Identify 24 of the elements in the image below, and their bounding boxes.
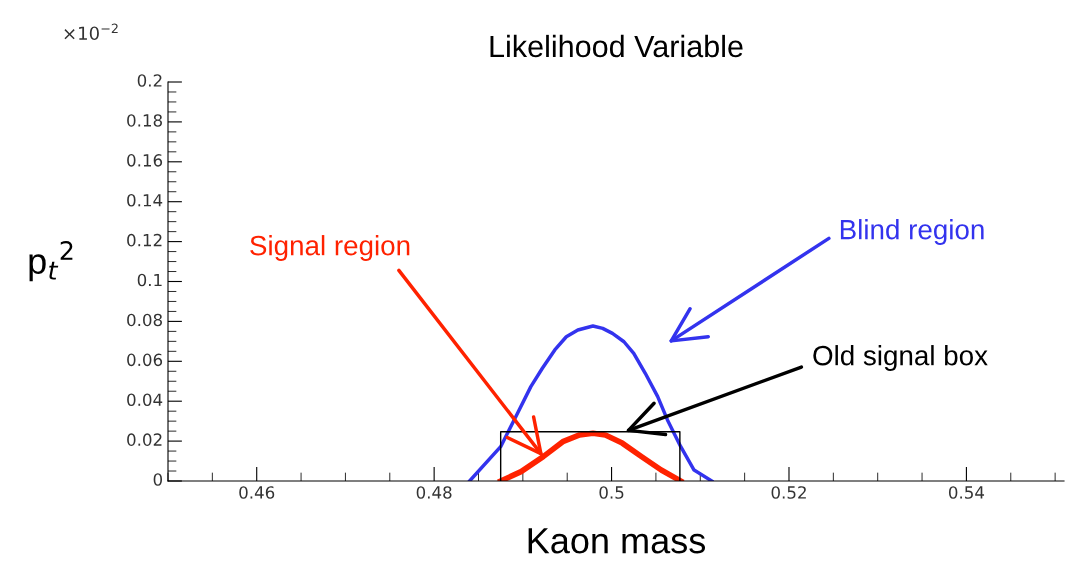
annotation: Signal region: [250, 235, 410, 261]
y-tick-label: 0.04: [127, 393, 163, 407]
x-tick-label: 0.48: [416, 486, 452, 499]
y-tick-label: 0.2: [137, 74, 162, 87]
x-tick-label: 0.52: [771, 486, 806, 499]
y-axis-title: p$_{t}$$^{2}$: [29, 241, 73, 282]
y-tick-label: 0.02: [127, 433, 162, 446]
x-tick-label: 0.46: [239, 486, 275, 499]
x-tick-label: 0.5: [599, 486, 624, 499]
y-tick-label: 0: [153, 473, 163, 486]
x-axis-title: Kaon mass: [528, 528, 706, 554]
y-tick-label: 0.14: [127, 193, 163, 207]
line-series: [467, 324, 714, 481]
y-tick-label: 0.06: [127, 353, 163, 367]
y-tick-label: 0.18: [127, 114, 162, 127]
y-tick-label: 0.08: [127, 313, 162, 327]
text: ×10$^{−2}$: [64, 23, 118, 41]
annotation: Old signal box: [813, 345, 988, 371]
chart-title: Likelihood Variable: [490, 34, 743, 58]
x-tick-label: 0.54: [948, 486, 985, 499]
y-tick-label: 0.16: [127, 154, 163, 167]
annotation: Blind region: [840, 219, 984, 245]
y-tick-label: 0.1: [137, 273, 162, 287]
y-tick-label: 0.12: [127, 233, 162, 247]
